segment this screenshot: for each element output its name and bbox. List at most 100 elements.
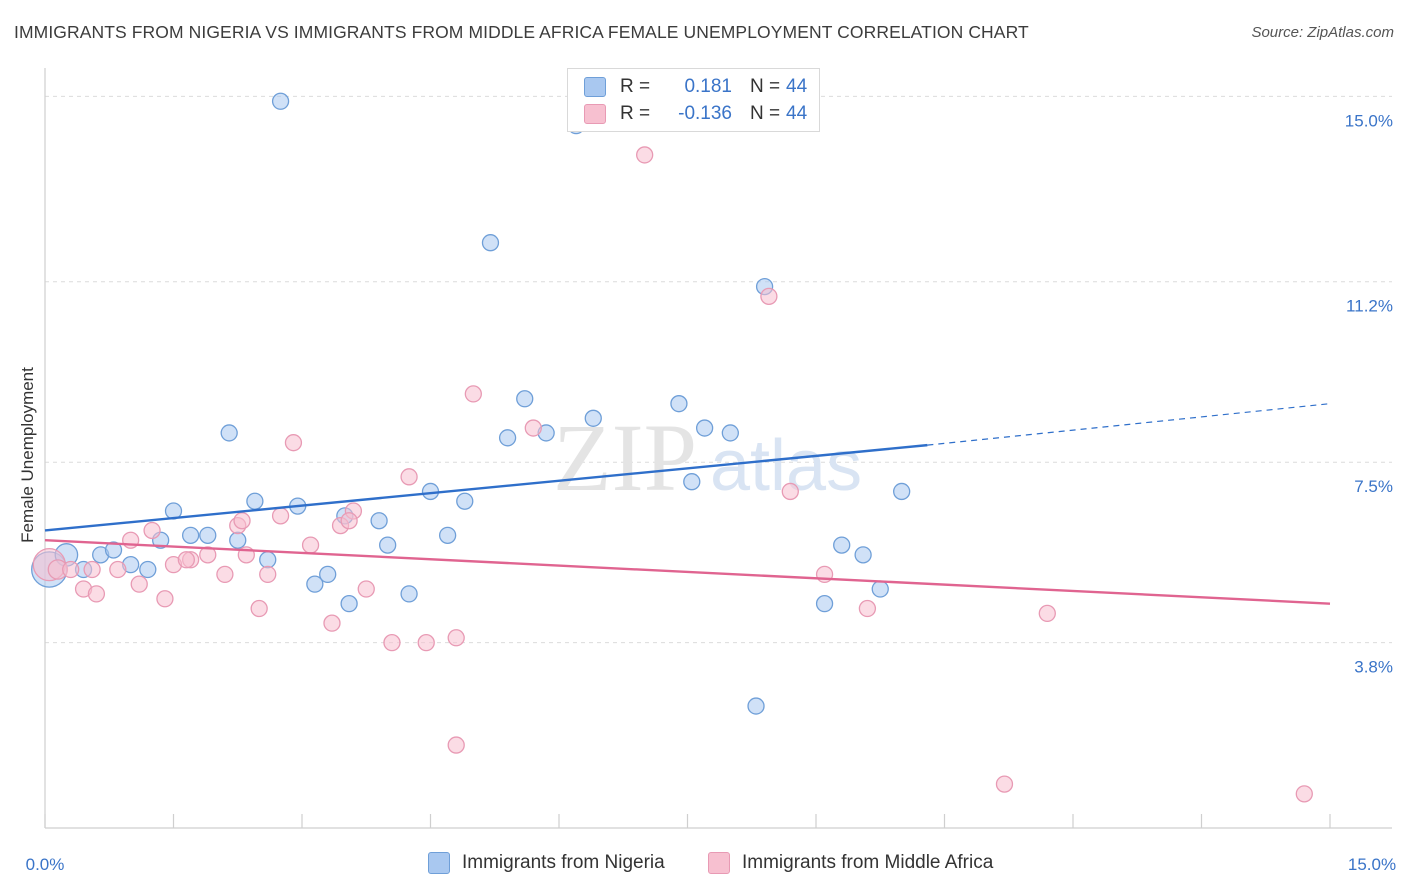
n-value: 44 — [786, 103, 808, 124]
middle-africa-point — [62, 560, 80, 579]
nigeria-point — [481, 234, 500, 252]
nigeria-point — [893, 482, 911, 501]
middle-africa-point — [357, 580, 375, 598]
middle-africa-point — [858, 599, 877, 618]
nigeria-point — [229, 531, 247, 549]
data-points — [31, 92, 1313, 803]
middle-africa-point — [109, 560, 127, 579]
nigeria-trend-extension — [927, 403, 1331, 446]
middle-africa-point — [284, 434, 303, 452]
legend-row-nigeria: R = 0.181 N = 44 — [584, 75, 807, 99]
tick-labels: 3.8% 7.5% 11.2% 15.0% 0.0% 15.0% — [26, 111, 1396, 874]
nigeria-point — [220, 424, 238, 442]
y-tick-label: 11.2% — [1346, 297, 1393, 316]
n-value: 44 — [786, 76, 808, 97]
middle-africa-point — [383, 634, 401, 652]
middle-africa-point — [417, 634, 435, 652]
nigeria-point — [456, 492, 474, 510]
nigeria-point — [319, 565, 337, 584]
nigeria-point — [259, 551, 277, 569]
middle-africa-point — [400, 468, 418, 486]
chart-title: IMMIGRANTS FROM NIGERIA VS IMMIGRANTS FR… — [14, 22, 1029, 42]
axes — [44, 68, 1392, 829]
nigeria-point — [695, 419, 714, 437]
y-tick-label: 7.5% — [1354, 477, 1393, 496]
middle-africa-point — [995, 775, 1014, 793]
middle-africa-point — [156, 590, 174, 608]
source-label: Source: ZipAtlas.com — [1251, 24, 1394, 41]
middle-africa-point — [87, 585, 106, 603]
x-tick-label: 15.0% — [1348, 855, 1396, 874]
nigeria-point — [871, 580, 889, 598]
middle-africa-point — [636, 146, 654, 164]
middle-africa-point — [1295, 785, 1313, 803]
legend-label-nigeria: Immigrants from Nigeria — [462, 852, 665, 873]
middle-africa-point — [323, 614, 341, 632]
nigeria-point — [306, 575, 324, 593]
nigeria-point — [139, 560, 157, 579]
middle-africa-point — [447, 736, 465, 754]
nigeria-point — [438, 526, 457, 545]
middle-africa-trend-line — [44, 539, 1331, 605]
n-label: N = — [750, 76, 781, 97]
nigeria-point — [379, 536, 397, 554]
nigeria-point — [340, 594, 358, 613]
y-axis-label: Female Unemployment — [18, 367, 37, 543]
nigeria-point — [670, 395, 688, 413]
correlation-legend: R = 0.181 N = 44 R = -0.136 N = 44 — [567, 68, 820, 132]
middle-africa-point — [259, 565, 277, 584]
legend-row-middle-africa: R = -0.136 N = 44 — [584, 102, 807, 126]
nigeria-point — [747, 697, 765, 715]
middle-africa-point — [340, 512, 358, 530]
series-legend-nigeria[interactable]: Immigrants from Nigeria — [428, 852, 665, 874]
r-value: 0.181 — [684, 76, 732, 97]
middle-africa-point — [216, 565, 234, 584]
nigeria-point — [246, 492, 264, 510]
r-label: R = — [620, 76, 651, 97]
middle-africa-point — [130, 575, 148, 593]
grid-lines — [45, 95, 1392, 644]
nigeria-point — [199, 526, 217, 545]
middle-africa-point — [83, 560, 101, 579]
nigeria-point — [400, 585, 418, 603]
y-tick-label: 15.0% — [1345, 111, 1393, 130]
middle-africa-point — [143, 521, 161, 540]
nigeria-point — [815, 594, 834, 613]
middle-africa-point — [760, 287, 778, 306]
nigeria-point — [683, 473, 701, 491]
middle-africa-point — [1038, 604, 1056, 623]
series-legend-middle-africa[interactable]: Immigrants from Middle Africa — [708, 852, 993, 874]
nigeria-point — [584, 409, 602, 427]
middle-africa-point — [301, 536, 320, 554]
n-label: N = — [750, 103, 781, 124]
middle-africa-point — [250, 599, 268, 618]
middle-africa-point — [199, 546, 217, 564]
nigeria-trend-line — [44, 443, 928, 532]
nigeria-point — [721, 424, 739, 442]
middle-africa-point — [524, 419, 542, 437]
middle-africa-point — [464, 385, 482, 403]
r-label: R = — [620, 103, 651, 124]
r-value: -0.136 — [678, 103, 732, 124]
nigeria-point — [104, 541, 123, 559]
legend-swatch-nigeria — [584, 77, 606, 97]
legend-swatch-middle-africa — [708, 852, 730, 874]
nigeria-point — [370, 512, 388, 530]
y-tick-label: 3.8% — [1354, 658, 1393, 677]
nigeria-point — [854, 546, 872, 564]
middle-africa-point — [271, 507, 290, 525]
nigeria-point — [833, 536, 851, 554]
middle-africa-point — [781, 482, 799, 501]
x-tick-label: 0.0% — [26, 855, 65, 874]
watermark-zip: ZIP — [553, 404, 697, 511]
nigeria-point — [516, 390, 534, 408]
middle-africa-point — [177, 551, 196, 569]
nigeria-point — [271, 92, 290, 110]
nigeria-point — [498, 429, 517, 447]
nigeria-point — [181, 526, 200, 545]
middle-africa-point — [447, 629, 465, 647]
legend-swatch-middle-africa — [584, 104, 606, 124]
middle-africa-point — [233, 512, 251, 530]
legend-label-middle-africa: Immigrants from Middle Africa — [742, 852, 994, 873]
